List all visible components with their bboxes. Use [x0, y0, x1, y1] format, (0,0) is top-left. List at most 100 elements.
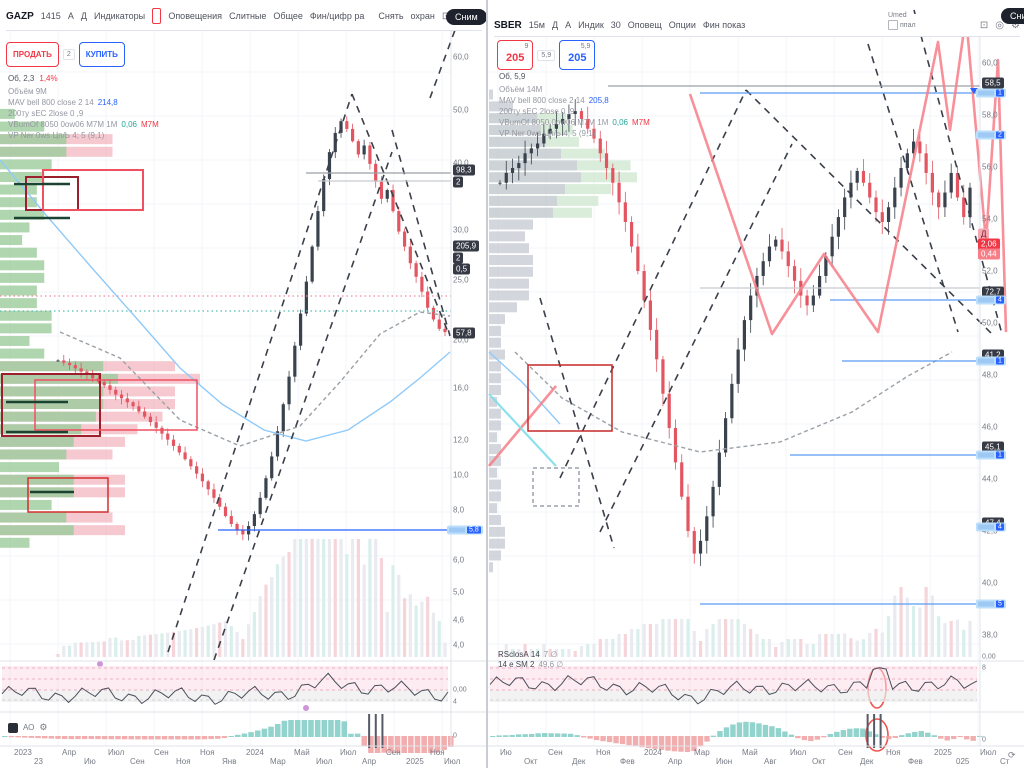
time-axis-label[interactable]: Окт: [524, 757, 538, 766]
screenshot-icon[interactable]: ⊡: [979, 19, 989, 31]
time-axis-label[interactable]: Июл: [980, 748, 997, 757]
time-axis-label[interactable]: 2025: [406, 757, 424, 766]
time-axis-label[interactable]: Ию: [84, 757, 96, 766]
time-axis-label[interactable]: Окт: [812, 757, 826, 766]
logo-icon[interactable]: [8, 722, 18, 733]
panel-divider[interactable]: [486, 0, 488, 768]
time-axis-label[interactable]: Ст: [1000, 757, 1010, 766]
time-axis-label[interactable]: Ноя: [200, 748, 215, 757]
toolbar-chip-4[interactable]: Оповещения: [168, 11, 223, 21]
legend-row[interactable]: Объём 9М: [8, 86, 159, 97]
time-axis-label[interactable]: Мар: [694, 748, 710, 757]
time-axis-label[interactable]: Фев: [908, 757, 923, 766]
axis-tick: 20,0: [453, 335, 469, 345]
time-axis-label[interactable]: Дек: [572, 757, 586, 766]
time-axis-label[interactable]: Ноя: [430, 748, 445, 757]
toolbar-chip-2[interactable]: Д: [80, 11, 87, 21]
toolbar-chip-4[interactable]: 30: [610, 20, 621, 30]
time-axis-label[interactable]: Апр: [62, 748, 77, 757]
time-axis-label[interactable]: 025: [956, 757, 970, 766]
legend-row[interactable]: 200ту sEC 2lose 0 ,9: [499, 106, 650, 117]
time-axis-label[interactable]: Янв: [222, 757, 237, 766]
legend-row[interactable]: Объём 14М: [499, 84, 650, 95]
toolbar-chip-1[interactable]: А: [67, 11, 74, 21]
time-axis-label[interactable]: 2024: [246, 748, 264, 757]
toolbar-chip-0[interactable]: 1415: [40, 11, 61, 21]
gear-icon[interactable]: ⚙: [39, 722, 48, 732]
search-icon[interactable]: ◎: [995, 19, 1005, 31]
checkbox-icon[interactable]: [888, 20, 898, 30]
legend-row[interactable]: MAV bell 800 close 2 14 205,8: [499, 95, 650, 106]
time-axis-label[interactable]: Июл: [340, 748, 357, 757]
time-axis-label[interactable]: Апр: [668, 757, 683, 766]
time-axis-label[interactable]: Июл: [444, 757, 461, 766]
time-axis-label[interactable]: Июл: [790, 748, 807, 757]
settings-icon[interactable]: ⚙: [1011, 19, 1020, 31]
legend-row[interactable]: MAV bell 800 close 2 14 214,8: [8, 97, 159, 108]
toolbar-right-chart: SBER 15м Д А Индик 30 Оповещ Опции Фин показ ⊡ ◎ ⚙: [494, 14, 1020, 37]
symbol-button[interactable]: SBER: [494, 19, 522, 31]
time-axis-label[interactable]: Апр: [362, 757, 377, 766]
toolbar-chip-5[interactable]: Слитные: [229, 11, 267, 21]
time-axis-label[interactable]: Ноя: [176, 757, 191, 766]
axis-tick: 60,0: [453, 52, 469, 62]
legend-row[interactable]: 200ту sEC 2lose 0 ,9: [8, 108, 159, 119]
rsi-value-1: 7 ∅: [543, 650, 558, 659]
legend-row[interactable]: VP Ner 0ws Цп/Ь 4; 5 (9,1): [499, 128, 650, 139]
legend-row[interactable]: VP Ner 0ws Цп/Ь 4; 5 (9,1): [8, 130, 159, 141]
time-axis-label[interactable]: Авг: [764, 757, 777, 766]
time-axis-label[interactable]: Июл: [108, 748, 125, 757]
toolbar-chip-3[interactable]: Индикаторы: [93, 11, 146, 21]
legend-row[interactable]: VBumОf 8050 0ow06 М7М 1М 0,06 М7М: [8, 119, 159, 130]
toolbar-right-chip-0[interactable]: Снять: [378, 11, 404, 21]
toolbar-chip-1[interactable]: Д: [552, 20, 559, 30]
time-axis-label[interactable]: Фев: [620, 757, 635, 766]
time-axis-label[interactable]: 2024: [644, 748, 662, 757]
toolbar-right-chip-1[interactable]: охран: [410, 11, 435, 21]
time-axis-label[interactable]: Ноя: [886, 748, 901, 757]
time-axis-label[interactable]: Сен: [548, 748, 563, 757]
buy-button[interactable]: 5,9 205: [559, 40, 596, 70]
sell-button[interactable]: 9 205: [497, 40, 534, 70]
toolbar-chip-7[interactable]: Фин показ: [702, 20, 746, 30]
legend-row[interactable]: VBumОf 8050 0ow06 М7М 1М 0,06 М7М: [499, 117, 650, 128]
time-axis-label[interactable]: Мар: [270, 757, 286, 766]
volume-change: 1,4%: [39, 74, 58, 83]
buy-button[interactable]: КУПИТЬ: [78, 42, 125, 67]
toolbar-chip-3[interactable]: Индик: [578, 20, 604, 30]
publish-button[interactable]: Сним: [446, 9, 487, 25]
scale-mode-toggle[interactable]: Umed ппал: [888, 12, 916, 30]
toolbar-chip-5[interactable]: Оповещ: [627, 20, 662, 30]
time-axis-label[interactable]: Май: [294, 748, 310, 757]
time-axis-label[interactable]: Сен: [838, 748, 853, 757]
axis-price-label: 45,1: [982, 441, 1004, 453]
toolbar-chip-7[interactable]: Фин/цифр ра: [309, 11, 365, 21]
time-axis-label[interactable]: Сен: [154, 748, 169, 757]
time-axis-label[interactable]: Сен: [130, 757, 145, 766]
symbol-button[interactable]: GAZP: [6, 10, 34, 22]
toolbar-chip-6[interactable]: Общее: [273, 11, 303, 21]
publish-button[interactable]: Сним: [1001, 8, 1024, 24]
toolbar-chip-2[interactable]: А: [565, 20, 572, 30]
timezone-refresh-icon[interactable]: ⟳: [1008, 750, 1016, 760]
time-axis-label[interactable]: Сен: [386, 748, 401, 757]
sell-button[interactable]: ПРОДАТЬ: [6, 42, 59, 67]
axis-tick: 12,0: [453, 435, 469, 445]
time-axis-label[interactable]: 23: [34, 757, 43, 766]
toolbar-chip-0[interactable]: 15м: [528, 20, 545, 30]
trade-widget: ПРОДАТЬ 2 КУПИТЬ: [6, 42, 125, 67]
time-axis-label[interactable]: Ию: [500, 748, 512, 757]
time-axis-label[interactable]: 2023: [14, 748, 32, 757]
time-axis-label[interactable]: Дек: [860, 757, 874, 766]
time-axis-label[interactable]: Июн: [716, 757, 733, 766]
time-axis-label[interactable]: Июл: [316, 757, 333, 766]
axis-tick: 10,0: [453, 470, 469, 480]
toolbar-chip-6[interactable]: Опции: [668, 20, 696, 30]
record-icon[interactable]: [152, 8, 162, 24]
time-axis-label[interactable]: Ноя: [596, 748, 611, 757]
time-axis-label[interactable]: Май: [742, 748, 758, 757]
axis-tick: 40,0: [982, 578, 998, 588]
axis-current-price: Д: [978, 228, 990, 240]
time-axis-label[interactable]: 2025: [934, 748, 952, 757]
